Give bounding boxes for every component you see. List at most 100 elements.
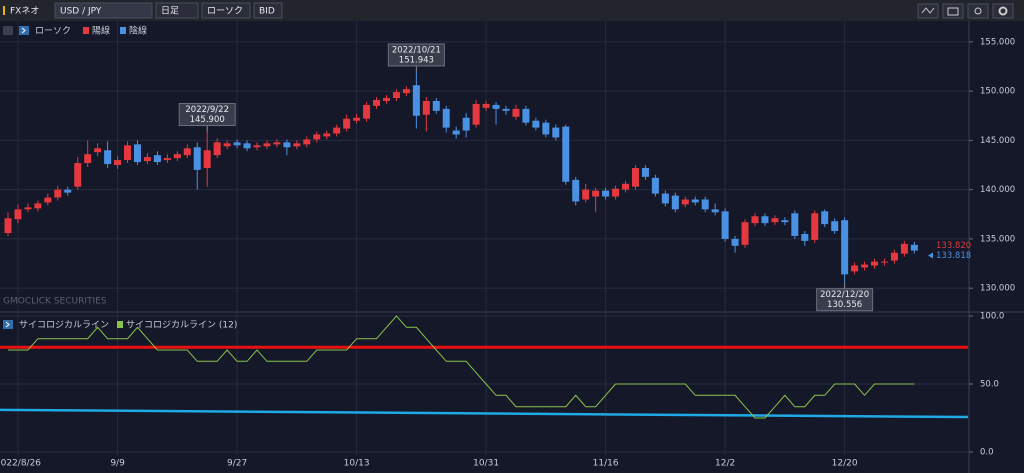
x-tick-label: 12/20 — [832, 459, 858, 469]
candle-body — [890, 252, 898, 261]
y-tick-label: 155.000 — [980, 37, 1015, 47]
candle-body — [472, 103, 480, 125]
indicator-title: サイコロジカルライン — [19, 320, 109, 331]
price-marker — [928, 252, 933, 259]
candle-body — [84, 154, 92, 164]
y-tick-label: 100.0 — [980, 312, 1004, 322]
candle-body — [173, 154, 181, 159]
tool-icon — [998, 6, 1008, 16]
y-tick-label: 145.000 — [980, 136, 1015, 146]
candle-body — [900, 243, 908, 254]
candle-body — [124, 145, 132, 161]
legend-toggle[interactable] — [3, 320, 13, 329]
legend-label: 陰線 — [129, 25, 147, 37]
price-label: 133.818 — [936, 251, 971, 261]
candle-body — [661, 193, 669, 204]
candle-body — [552, 127, 560, 138]
symbol: USD / JPY — [60, 7, 102, 17]
x-tick-label: 10/13 — [344, 459, 370, 469]
y-tick-label: 140.000 — [980, 185, 1015, 195]
candle-body — [821, 211, 829, 225]
candle-body — [841, 220, 849, 275]
candle-body — [701, 199, 709, 210]
candle-body — [402, 89, 410, 94]
candle-body — [562, 126, 570, 182]
annotation-date: 2022/9/22 — [185, 105, 229, 115]
candle-body — [353, 117, 361, 121]
candle-body — [582, 189, 590, 200]
candle-body — [104, 150, 112, 165]
candle-body — [801, 233, 809, 241]
candle-body — [631, 167, 639, 187]
candle-body — [303, 139, 311, 145]
candle-body — [651, 177, 659, 194]
legend-label: サイコロジカルライン (12) — [126, 320, 237, 331]
candle-body — [751, 216, 759, 224]
legend-label: 陽線 — [92, 25, 110, 37]
x-tick-label: 9/27 — [227, 459, 247, 469]
candle-body — [382, 98, 390, 101]
legend-swatch — [83, 27, 89, 34]
x-tick-label: 2022/8/26 — [0, 459, 41, 469]
x-tick-label: 9/9 — [110, 459, 125, 469]
candle-body — [641, 167, 649, 177]
legend-swatch — [120, 27, 126, 34]
candle-body — [203, 150, 211, 168]
candle-body — [592, 190, 600, 197]
candle-body — [721, 211, 729, 239]
y-tick-label: 50.0 — [980, 380, 999, 390]
candle-body — [114, 160, 122, 166]
candle-body — [74, 163, 82, 187]
candle-body — [143, 157, 151, 162]
legend-icon[interactable] — [3, 26, 13, 35]
candle-body — [512, 108, 520, 117]
indicator-line — [8, 315, 915, 419]
symbol-select[interactable] — [54, 2, 153, 19]
candle-body — [4, 218, 12, 234]
candle-body — [781, 220, 789, 223]
candle-body — [522, 108, 530, 123]
annotation-price: 130.556 — [827, 300, 862, 310]
annotation-box — [178, 103, 236, 127]
candle-body — [462, 117, 470, 131]
candle-body — [323, 133, 331, 137]
legend-toggle[interactable] — [19, 26, 29, 35]
candle-body — [24, 207, 32, 210]
candle-body — [133, 144, 141, 163]
candle-body — [432, 100, 440, 111]
candle-body — [741, 222, 749, 245]
candle-body — [861, 264, 869, 268]
candle-body — [831, 221, 839, 232]
tool-icon — [921, 7, 935, 14]
candle-body — [542, 122, 550, 135]
legend-swatch — [117, 321, 123, 328]
candle-body — [283, 142, 291, 148]
candle-body — [263, 143, 271, 147]
candle-body — [183, 148, 191, 156]
watermark: GMOCLICK SECURITIES — [3, 297, 107, 307]
candle-body — [532, 120, 540, 128]
period-select[interactable] — [155, 2, 199, 19]
legend-name: ローソク — [35, 26, 71, 37]
tool-button[interactable] — [942, 3, 964, 19]
camera-button[interactable] — [967, 3, 989, 19]
reference-line — [0, 408, 969, 419]
price-type-select[interactable] — [253, 2, 283, 19]
style-select[interactable] — [201, 2, 251, 19]
candle-body — [452, 130, 460, 135]
candle-body — [363, 104, 371, 119]
candle-body — [412, 85, 420, 116]
candle-body — [442, 108, 450, 128]
candle-body — [14, 209, 22, 220]
candle-body — [602, 190, 610, 197]
candle-body — [243, 143, 251, 149]
annotation-date: 2022/12/20 — [820, 290, 869, 300]
candle-body — [64, 189, 72, 193]
y-tick-label: 150.000 — [980, 87, 1015, 97]
candle-body — [193, 147, 201, 170]
candle-body — [811, 213, 819, 240]
candle-body — [223, 143, 231, 147]
settings-button[interactable] — [992, 3, 1014, 19]
